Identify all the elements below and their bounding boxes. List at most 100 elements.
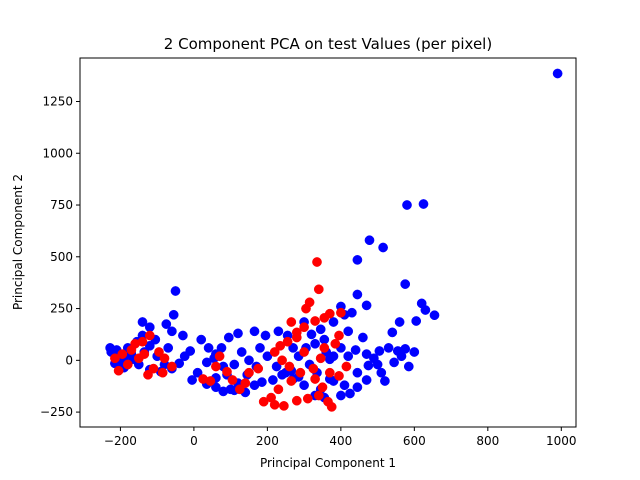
data-point <box>222 366 232 377</box>
data-point <box>352 367 363 378</box>
points-layer <box>105 68 563 412</box>
data-point <box>244 355 254 366</box>
data-point <box>288 343 298 353</box>
data-point <box>143 369 153 380</box>
x-tick-label: 600 <box>403 434 426 448</box>
data-point <box>211 361 221 372</box>
data-point <box>203 343 214 353</box>
data-point <box>201 357 212 368</box>
y-tick-label: 1000 <box>42 146 73 160</box>
data-point <box>223 332 234 343</box>
data-point <box>240 378 251 388</box>
data-point <box>163 343 174 353</box>
data-point <box>214 351 225 362</box>
data-point <box>236 347 247 357</box>
data-point <box>284 361 295 372</box>
data-point <box>334 371 344 381</box>
data-point <box>310 338 320 349</box>
data-point <box>178 330 188 341</box>
y-axis-label: Principal Component 2 <box>11 174 25 310</box>
data-point <box>552 68 563 79</box>
x-tick-label: −200 <box>104 434 137 448</box>
data-point <box>168 309 179 320</box>
data-point <box>159 353 170 364</box>
data-point <box>117 349 128 359</box>
data-point <box>420 305 431 315</box>
data-point <box>376 367 387 378</box>
y-tick-label: 250 <box>50 302 73 316</box>
data-point <box>364 235 375 246</box>
data-point <box>352 382 363 393</box>
data-point <box>336 307 346 318</box>
data-point <box>383 343 394 353</box>
y-tick-label: 1250 <box>42 94 73 108</box>
data-point <box>277 355 287 366</box>
data-point <box>275 340 286 351</box>
y-axis: −250 0 250 500 750 1000 1250 <box>40 94 80 419</box>
data-point <box>277 369 287 380</box>
data-point <box>380 376 390 386</box>
data-point <box>317 382 328 393</box>
y-tick-label: 0 <box>65 353 73 367</box>
data-point <box>350 345 361 355</box>
data-point <box>343 326 354 337</box>
data-point <box>273 326 284 337</box>
chart-title: 2 Component PCA on test Values (per pixe… <box>164 35 492 53</box>
data-point <box>403 361 414 372</box>
data-point <box>324 354 335 365</box>
data-point <box>402 200 412 210</box>
y-tick-label: 750 <box>50 198 73 212</box>
x-tick-label: 200 <box>256 434 279 448</box>
data-point <box>110 353 120 364</box>
data-point <box>137 317 148 327</box>
data-point <box>258 396 269 407</box>
data-point <box>361 300 372 311</box>
data-point <box>341 361 352 372</box>
data-point <box>396 351 407 362</box>
data-point <box>273 384 284 395</box>
data-point <box>319 334 330 345</box>
data-point <box>429 310 440 321</box>
data-point <box>378 242 388 253</box>
data-point <box>255 343 265 353</box>
data-point <box>244 367 254 378</box>
x-tick-label: 1000 <box>546 434 577 448</box>
data-point <box>361 375 372 385</box>
data-point <box>315 353 326 364</box>
data-point <box>336 390 346 401</box>
data-point <box>411 316 422 326</box>
data-point <box>319 343 330 353</box>
data-point <box>167 326 177 337</box>
x-axis-label: Principal Component 1 <box>260 456 396 470</box>
data-point <box>144 340 155 351</box>
data-point <box>179 351 190 362</box>
y-tick-label: −250 <box>40 405 73 419</box>
data-point <box>372 359 383 370</box>
data-point <box>257 377 267 387</box>
data-point <box>374 346 385 356</box>
data-point <box>363 360 374 371</box>
data-point <box>269 399 280 410</box>
data-point <box>315 324 326 335</box>
data-point <box>308 363 319 374</box>
data-point <box>313 284 324 295</box>
data-point <box>313 390 324 401</box>
data-point <box>409 347 420 357</box>
data-point <box>216 343 227 353</box>
data-point <box>302 393 313 404</box>
data-point <box>144 330 155 341</box>
data-point <box>286 376 297 386</box>
data-point <box>301 303 311 314</box>
data-point <box>229 359 240 370</box>
data-point <box>358 332 368 343</box>
data-point <box>343 351 354 362</box>
data-point <box>361 349 372 359</box>
data-point <box>271 361 282 372</box>
data-point <box>352 289 363 300</box>
data-point <box>198 374 208 384</box>
data-point <box>154 347 164 357</box>
data-point <box>137 336 148 347</box>
data-point <box>291 395 302 406</box>
